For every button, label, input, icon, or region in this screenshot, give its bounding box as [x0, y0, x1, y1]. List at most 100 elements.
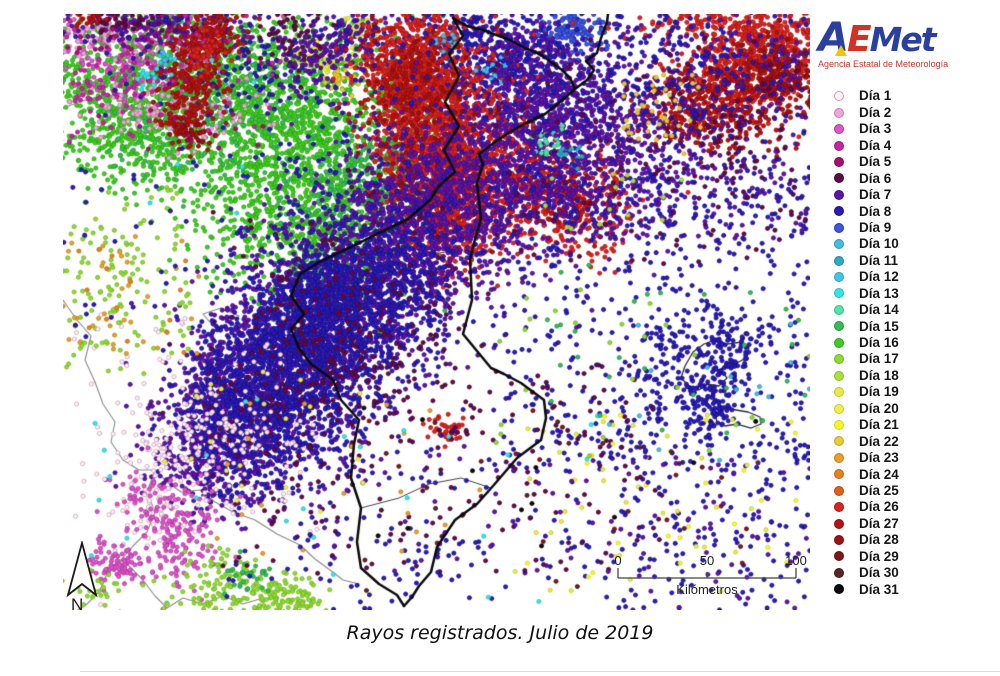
- legend-color-dot: [834, 206, 844, 217]
- legend-item: Día 10: [834, 236, 899, 252]
- legend-color-dot: [834, 387, 844, 398]
- legend-color-dot: [834, 124, 844, 135]
- legend-item: Día 3: [834, 121, 899, 137]
- legend-item: Día 6: [834, 170, 899, 186]
- legend-item: Día 24: [834, 466, 899, 482]
- legend-item-label: Día 9: [859, 219, 892, 235]
- legend-color-dot: [834, 535, 844, 546]
- scale-bar-line: [617, 568, 797, 579]
- legend-color-dot: [834, 452, 844, 463]
- legend-item-label: Día 8: [859, 203, 892, 219]
- legend-color-dot: [834, 107, 844, 118]
- legend-item-label: Día 21: [859, 417, 899, 433]
- legend-item-label: Día 10: [859, 236, 899, 252]
- legend-color-dot: [834, 189, 844, 200]
- legend-item: Día 5: [834, 154, 899, 170]
- legend-item-label: Día 27: [859, 515, 899, 531]
- legend-item: Día 28: [834, 532, 899, 548]
- legend-item-label: Día 3: [859, 121, 892, 137]
- legend-item: Día 22: [834, 433, 899, 449]
- aemet-logo: A EMet Agencia Estatal de Meteorología: [818, 18, 993, 69]
- north-arrow: N: [63, 539, 103, 614]
- legend-color-dot: [834, 419, 844, 430]
- legend-color-dot: [834, 485, 844, 496]
- legend-item-label: Día 31: [859, 581, 899, 597]
- logo-letters-met: Met: [869, 20, 937, 59]
- legend-item-label: Día 26: [859, 499, 899, 515]
- legend-item-label: Día 17: [859, 351, 899, 367]
- legend-item-label: Día 25: [859, 482, 899, 498]
- legend-color-dot: [834, 255, 844, 266]
- legend-item-label: Día 6: [859, 170, 892, 186]
- legend-item: Día 29: [834, 548, 899, 564]
- legend-item: Día 14: [834, 302, 899, 318]
- legend-item-label: Día 5: [859, 154, 892, 170]
- legend-color-dot: [834, 288, 844, 299]
- legend-color-dot: [834, 304, 844, 315]
- legend-item: Día 12: [834, 269, 899, 285]
- lightning-strike-map: [63, 14, 810, 610]
- legend-color-dot: [834, 222, 844, 233]
- legend-item: Día 25: [834, 483, 899, 499]
- legend-item-label: Día 28: [859, 532, 899, 548]
- logo-yellow-accent-icon: [835, 45, 847, 56]
- legend-item: Día 8: [834, 203, 899, 219]
- legend-item: Día 1: [834, 88, 899, 104]
- legend-item: Día 11: [834, 252, 899, 268]
- scale-bar-unit: Kilómetros: [676, 582, 738, 597]
- legend-color-dot: [834, 551, 844, 562]
- legend-color-dot: [834, 518, 844, 529]
- legend-color-dot: [834, 156, 844, 167]
- page-bottom-divider: [80, 671, 1000, 672]
- legend-color-dot: [834, 403, 844, 414]
- logo-letter-e: E: [846, 19, 872, 60]
- legend-item-label: Día 2: [859, 104, 892, 120]
- legend-item: Día 9: [834, 220, 899, 236]
- legend-item: Día 26: [834, 499, 899, 515]
- legend-item-label: Día 24: [859, 466, 899, 482]
- legend-color-dot: [834, 337, 844, 348]
- scale-bar: 0 50 100 Kilómetros: [611, 552, 807, 600]
- legend-item: Día 31: [834, 581, 899, 597]
- legend-item: Día 18: [834, 367, 899, 383]
- legend-item-label: Día 19: [859, 384, 899, 400]
- legend-color-dot: [834, 91, 844, 102]
- legend-item: Día 4: [834, 137, 899, 153]
- legend-item: Día 13: [834, 285, 899, 301]
- legend-color-dot: [834, 469, 844, 480]
- legend-item: Día 27: [834, 515, 899, 531]
- legend-item-label: Día 18: [859, 367, 899, 383]
- legend-item: Día 15: [834, 318, 899, 334]
- legend-color-dot: [834, 354, 844, 365]
- map-caption: Rayos registrados. Julio de 2019: [346, 622, 654, 644]
- legend-item: Día 2: [834, 104, 899, 120]
- legend-color-dot: [834, 239, 844, 250]
- legend-item-label: Día 7: [859, 187, 892, 203]
- north-arrow-icon: [66, 539, 98, 598]
- legend-item: Día 20: [834, 400, 899, 416]
- north-label: N: [71, 595, 83, 613]
- legend-item: Día 17: [834, 351, 899, 367]
- legend-item: Día 19: [834, 384, 899, 400]
- legend-color-dot: [834, 140, 844, 151]
- legend-color-dot: [834, 321, 844, 332]
- legend-color-dot: [834, 502, 844, 513]
- scale-tick-label-100: 100: [785, 553, 807, 568]
- legend-item-label: Día 20: [859, 400, 899, 416]
- legend-color-dot: [834, 370, 844, 381]
- legend-item-label: Día 12: [859, 269, 899, 285]
- legend-item-label: Día 13: [859, 285, 899, 301]
- legend-item-label: Día 14: [859, 302, 899, 318]
- aemet-logo-subtitle: Agencia Estatal de Meteorología: [818, 59, 949, 69]
- legend-item-label: Día 23: [859, 450, 899, 466]
- legend-color-dot: [834, 584, 844, 595]
- day-legend: Día 1 Día 2 Día 3 Día 4 Día 5 Día 6 Día 7 Día 8…: [834, 88, 899, 598]
- legend-color-dot: [834, 567, 844, 578]
- aemet-logo-wordmark: A EMet: [818, 18, 993, 58]
- legend-color-dot: [834, 173, 844, 184]
- legend-item-label: Día 30: [859, 565, 899, 581]
- legend-color-dot: [834, 272, 844, 283]
- legend-item: Día 30: [834, 565, 899, 581]
- legend-item-label: Día 11: [859, 252, 899, 268]
